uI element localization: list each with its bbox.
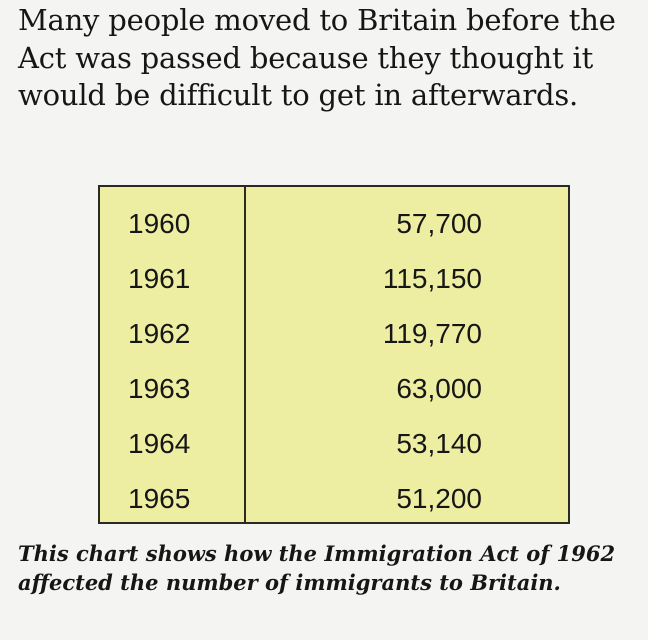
immigrants-cell: 115,150: [382, 263, 482, 294]
immigrants-cell: 57,700: [396, 208, 482, 239]
year-cell: 1963: [128, 373, 191, 404]
table-row: 1960 57,700: [100, 204, 568, 244]
immigrants-cell: 119,770: [382, 318, 482, 349]
year-cell: 1962: [128, 318, 191, 349]
table-caption: This chart shows how the Immigration Act…: [18, 541, 616, 595]
year-cell: 1961: [128, 263, 191, 294]
immigrants-cell: 63,000: [396, 373, 482, 404]
year-cell: 1964: [128, 428, 191, 459]
year-cell: 1965: [128, 483, 191, 514]
immigrants-cell: 51,200: [396, 483, 482, 514]
table-row: 1964 53,140: [100, 424, 568, 464]
immigrants-cell: 53,140: [396, 428, 482, 459]
column-divider: [244, 187, 246, 522]
table-row: 1961 115,150: [100, 259, 568, 299]
intro-paragraph: Many people moved to Britain before the …: [18, 3, 616, 112]
year-cell: 1960: [128, 208, 191, 239]
table-row: 1963 63,000: [100, 369, 568, 409]
immigration-table: 1960 57,700 1961 115,150 1962 119,770 19…: [98, 185, 570, 524]
table-row: 1962 119,770: [100, 314, 568, 354]
table-row: 1965 51,200: [100, 479, 568, 519]
